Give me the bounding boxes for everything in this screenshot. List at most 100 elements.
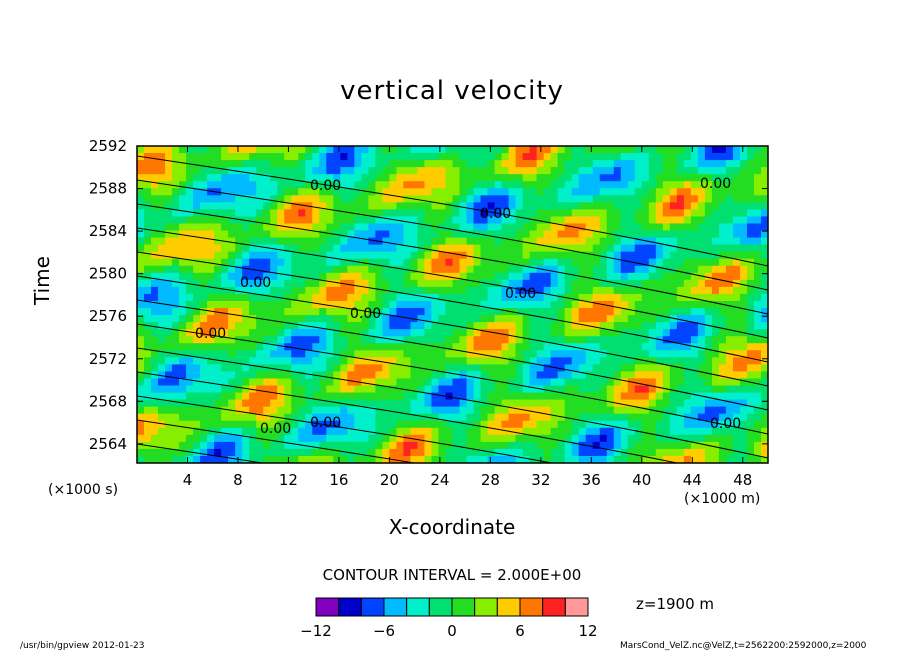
field-cell — [627, 336, 636, 344]
field-cell — [347, 371, 355, 379]
field-cell — [431, 286, 439, 295]
field-cell — [193, 181, 201, 189]
field-cell — [536, 308, 544, 316]
field-cell — [291, 174, 299, 182]
field-cell — [508, 300, 516, 309]
field-cell — [326, 160, 334, 168]
field-cell — [585, 385, 594, 393]
field-cell — [438, 153, 446, 161]
field-cell — [466, 434, 474, 443]
field-cell — [270, 343, 278, 351]
field-cell — [382, 322, 390, 330]
field-cell — [354, 223, 362, 231]
field-cell — [494, 308, 502, 316]
field-cell — [368, 251, 376, 260]
field-cell — [683, 223, 692, 231]
field-cell — [333, 209, 341, 217]
field-cell — [550, 181, 558, 189]
field-cell — [592, 343, 601, 351]
field-cell — [368, 364, 376, 372]
field-cell — [200, 230, 208, 238]
field-cell — [697, 441, 706, 450]
field-cell — [592, 441, 601, 450]
field-cell — [739, 364, 748, 372]
field-cell — [270, 216, 278, 224]
field-cell — [627, 413, 636, 422]
field-cell — [578, 406, 587, 414]
field-cell — [424, 244, 432, 252]
colorbar-tick-label: −12 — [300, 622, 332, 640]
field-cell — [165, 279, 173, 288]
field-cell — [410, 293, 418, 302]
field-cell — [298, 258, 306, 267]
field-cell — [319, 272, 327, 281]
field-cell — [487, 195, 495, 203]
field-cell — [725, 357, 734, 365]
field-cell — [522, 195, 530, 203]
field-cell — [354, 315, 362, 323]
field-cell — [186, 343, 194, 351]
field-cell — [375, 195, 383, 203]
field-cell — [543, 286, 551, 295]
field-cell — [158, 385, 166, 393]
field-cell — [193, 336, 201, 344]
field-cell — [732, 315, 741, 323]
field-cell — [298, 202, 306, 210]
field-cell — [396, 195, 404, 203]
field-cell — [333, 371, 341, 379]
field-cell — [249, 371, 257, 379]
field-cell — [242, 385, 250, 393]
field-cell — [662, 202, 671, 210]
field-cell — [536, 364, 544, 372]
field-cell — [760, 329, 768, 337]
field-cell — [284, 216, 292, 224]
field-cell — [382, 195, 390, 203]
field-cell — [543, 413, 551, 422]
field-cell — [487, 455, 495, 463]
field-cell — [305, 216, 313, 224]
field-cell — [697, 230, 706, 238]
y-tick-label: 2572 — [89, 350, 127, 368]
field-cell — [298, 167, 306, 175]
field-cell — [445, 427, 453, 436]
field-cell — [151, 146, 159, 154]
field-cell — [305, 371, 313, 379]
field-cell — [606, 195, 615, 203]
field-cell — [669, 350, 678, 358]
field-cell — [389, 293, 397, 302]
field-cell — [305, 286, 313, 295]
field-cell — [319, 336, 327, 344]
field-cell — [501, 357, 509, 365]
field-cell — [543, 272, 551, 281]
field-cell — [340, 244, 348, 252]
field-cell — [438, 146, 446, 154]
field-cell — [522, 251, 530, 260]
field-cell — [515, 153, 523, 161]
field-cell — [249, 315, 257, 323]
field-cell — [354, 244, 362, 252]
field-cell — [522, 153, 530, 161]
field-cell — [410, 153, 418, 161]
field-cell — [368, 216, 376, 224]
field-cell — [606, 286, 615, 295]
field-cell — [627, 434, 636, 443]
field-cell — [305, 195, 313, 203]
field-cell — [235, 420, 243, 429]
field-cell — [417, 286, 425, 295]
field-cell — [522, 385, 530, 393]
field-cell — [592, 357, 601, 365]
field-cell — [683, 441, 692, 450]
field-cell — [473, 167, 481, 175]
field-cell — [739, 427, 748, 436]
field-cell — [403, 244, 411, 252]
field-cell — [732, 209, 741, 217]
field-cell — [508, 455, 516, 463]
field-cell — [620, 293, 629, 302]
field-cell — [522, 441, 530, 450]
field-cell — [270, 230, 278, 238]
field-cell — [634, 406, 643, 414]
field-cell — [620, 195, 629, 203]
field-cell — [424, 265, 432, 274]
field-cell — [753, 216, 762, 224]
field-cell — [578, 329, 587, 337]
